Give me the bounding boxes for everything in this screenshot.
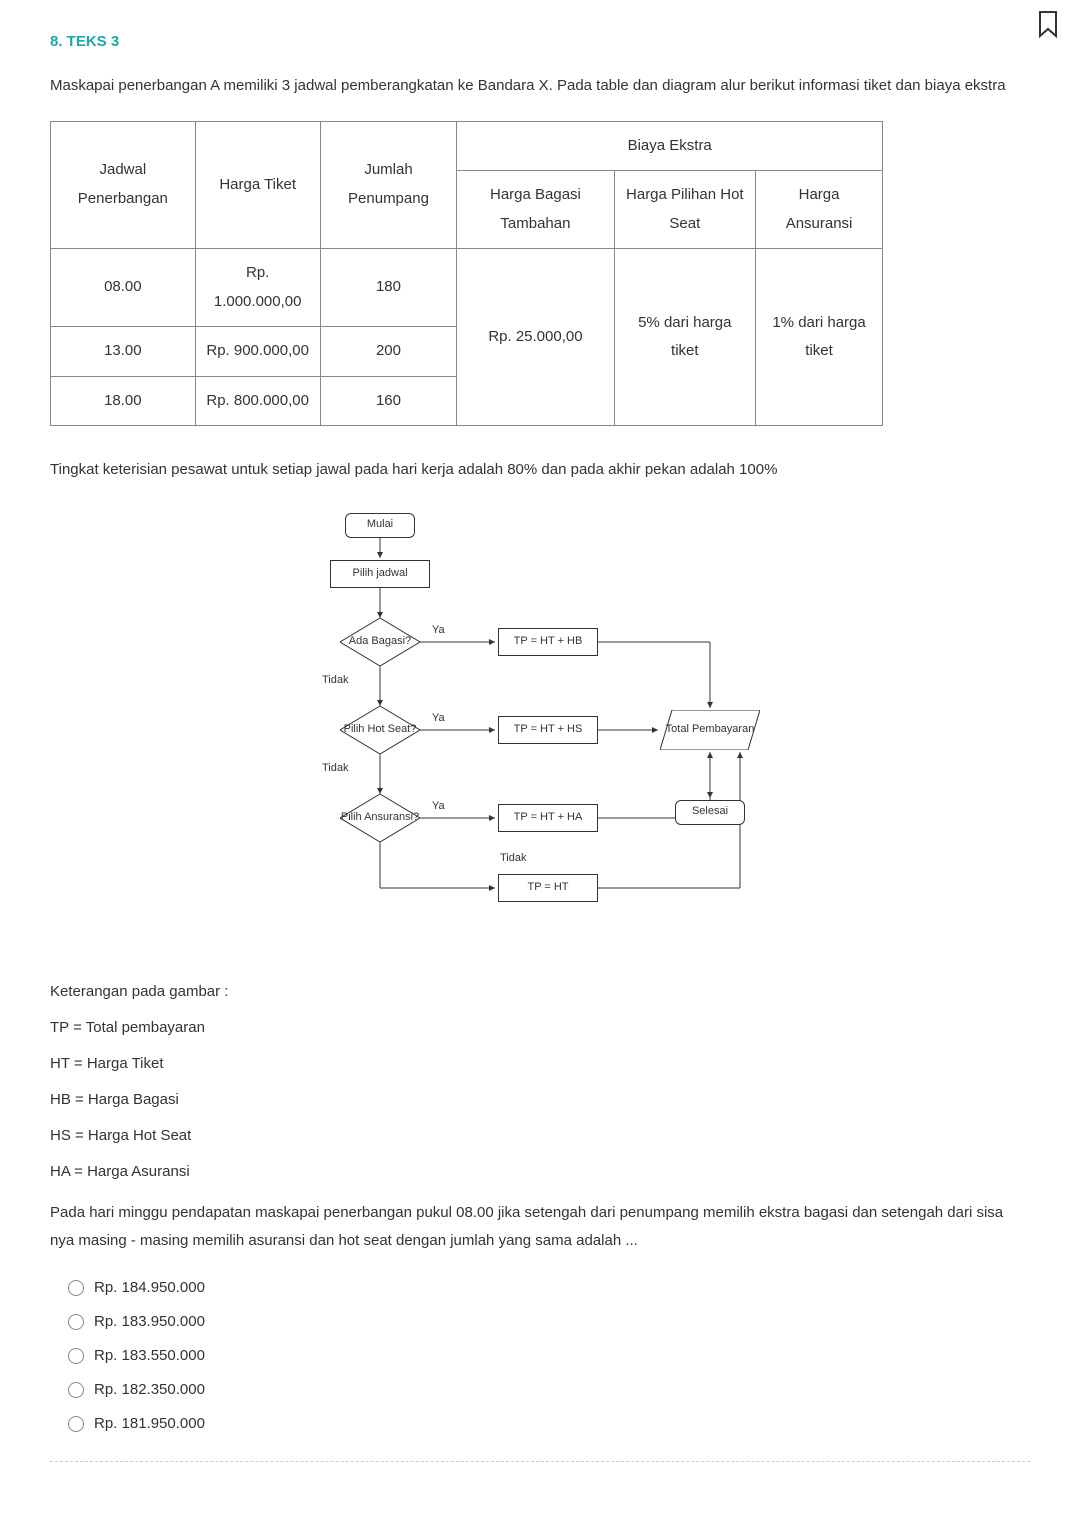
th-jadwal: Jadwal Penerbangan — [51, 121, 196, 249]
fc-pilih-hotseat: Pilih Hot Seat? — [340, 706, 420, 754]
fc-ada-bagasi: Ada Bagasi? — [340, 618, 420, 666]
cell-jadwal: 18.00 — [51, 376, 196, 426]
fc-selesai: Selesai — [675, 800, 745, 825]
cell-jumlah: 200 — [320, 327, 457, 377]
option-label: Rp. 183.950.000 — [94, 1310, 205, 1334]
radio-icon[interactable] — [68, 1382, 84, 1398]
th-biaya: Biaya Ekstra — [457, 121, 883, 171]
cell-bagasi: Rp. 25.000,00 — [457, 249, 614, 426]
radio-icon[interactable] — [68, 1348, 84, 1364]
th-jumlah: Jumlah Penumpang — [320, 121, 457, 249]
cell-harga: Rp. 900.000,00 — [195, 327, 320, 377]
intro-text: Maskapai penerbangan A memiliki 3 jadwal… — [50, 72, 1030, 101]
option-row[interactable]: Rp. 181.950.000 — [68, 1412, 1030, 1436]
legend-item: HB = Harga Bagasi — [50, 1088, 1030, 1112]
th-asuransi: Harga Ansuransi — [756, 171, 883, 249]
th-harga: Harga Tiket — [195, 121, 320, 249]
legend-item: HT = Harga Tiket — [50, 1052, 1030, 1076]
fc-tp-hs: TP = HT + HS — [498, 716, 598, 744]
bookmark-icon[interactable] — [1036, 10, 1060, 46]
legend-item: TP = Total pembayaran — [50, 1016, 1030, 1040]
fc-label-tidak: Tidak — [320, 672, 351, 690]
fc-total: Total Pembayaran — [660, 710, 760, 750]
fc-label-ya: Ya — [430, 710, 447, 728]
option-label: Rp. 182.350.000 — [94, 1378, 205, 1402]
fc-label-ya: Ya — [430, 622, 447, 640]
options-group: Rp. 184.950.000 Rp. 183.950.000 Rp. 183.… — [68, 1276, 1030, 1436]
option-label: Rp. 181.950.000 — [94, 1412, 205, 1436]
occupancy-text: Tingkat keterisian pesawat untuk setiap … — [50, 456, 1030, 485]
th-hotseat: Harga Pilihan Hot Seat — [614, 171, 756, 249]
option-label: Rp. 184.950.000 — [94, 1276, 205, 1300]
option-row[interactable]: Rp. 183.950.000 — [68, 1310, 1030, 1334]
cell-hotseat: 5% dari harga tiket — [614, 249, 756, 426]
fc-tp-ht: TP = HT — [498, 874, 598, 902]
fc-tp-ha: TP = HT + HA — [498, 804, 598, 832]
fc-tp-hb: TP = HT + HB — [498, 628, 598, 656]
question-number-title: 8. TEKS 3 — [50, 30, 1030, 54]
cell-harga: Rp. 1.000.000,00 — [195, 249, 320, 327]
fc-label-tidak: Tidak — [498, 850, 529, 868]
legend-title: Keterangan pada gambar : — [50, 980, 1030, 1004]
cell-jadwal: 13.00 — [51, 327, 196, 377]
th-bagasi: Harga Bagasi Tambahan — [457, 171, 614, 249]
legend-item: HA = Harga Asuransi — [50, 1160, 1030, 1184]
divider — [50, 1461, 1030, 1462]
option-row[interactable]: Rp. 183.550.000 — [68, 1344, 1030, 1368]
legend-item: HS = Harga Hot Seat — [50, 1124, 1030, 1148]
option-row[interactable]: Rp. 182.350.000 — [68, 1378, 1030, 1402]
cell-harga: Rp. 800.000,00 — [195, 376, 320, 426]
fc-start: Mulai — [345, 513, 415, 538]
cell-asuransi: 1% dari harga tiket — [756, 249, 883, 426]
question-text: Pada hari minggu pendapatan maskapai pen… — [50, 1199, 1030, 1256]
fc-label-tidak: Tidak — [320, 760, 351, 778]
option-row[interactable]: Rp. 184.950.000 — [68, 1276, 1030, 1300]
cell-jumlah: 180 — [320, 249, 457, 327]
radio-icon[interactable] — [68, 1314, 84, 1330]
option-label: Rp. 183.550.000 — [94, 1344, 205, 1368]
radio-icon[interactable] — [68, 1280, 84, 1296]
cell-jadwal: 08.00 — [51, 249, 196, 327]
flowchart-diagram: Mulai Pilih jadwal Ada Bagasi? Ya Tidak … — [280, 510, 800, 950]
radio-icon[interactable] — [68, 1416, 84, 1432]
fc-pilih-jadwal: Pilih jadwal — [330, 560, 430, 588]
flight-table: Jadwal Penerbangan Harga Tiket Jumlah Pe… — [50, 121, 883, 427]
cell-jumlah: 160 — [320, 376, 457, 426]
fc-label-ya: Ya — [430, 798, 447, 816]
fc-pilih-asuransi: Pilih Ansuransi? — [340, 794, 420, 842]
